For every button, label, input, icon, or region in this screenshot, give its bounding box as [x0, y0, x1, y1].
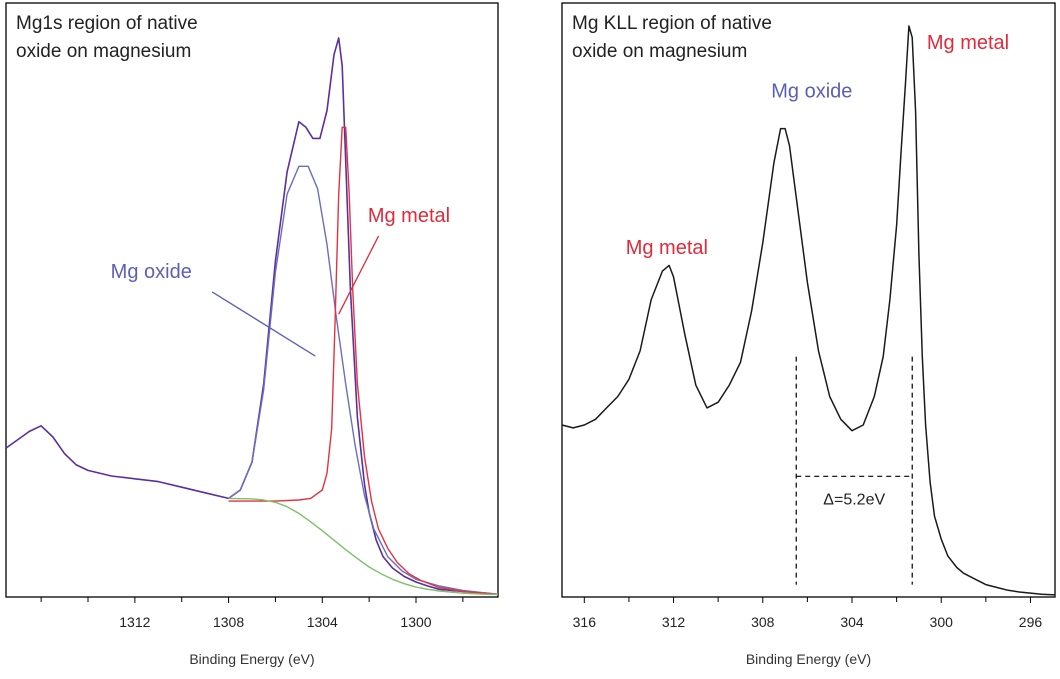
delta-label: Δ=5.2eV: [823, 491, 885, 508]
x-tick-label: 1312: [119, 614, 150, 630]
x-axis-label: Binding Energy (eV): [189, 651, 314, 667]
x-tick-label: 316: [573, 614, 597, 630]
x-tick-label: 300: [930, 614, 954, 630]
chart-panel-1: 1312 1308 1304 1300 Binding Energy (eV) Mg1s …: [5, 2, 499, 667]
x-axis-label: Binding Energy (eV): [746, 651, 871, 667]
x-tick-label: 296: [1019, 614, 1043, 630]
chart-panel-2: 316 312 308 304 300 296 Binding Energy (eV) Mg …: [561, 2, 1056, 667]
x-tick-label: 308: [751, 614, 775, 630]
annotation-label: Mg metal: [626, 237, 708, 259]
x-tick-label: 1300: [400, 614, 431, 630]
annotation-leader-line: [338, 235, 380, 315]
annotation-label: Mg oxide: [771, 80, 852, 102]
plot-frame: [5, 2, 499, 598]
chart-title-line: Mg1s region of native: [16, 13, 198, 34]
annotation-leader-line: [211, 291, 316, 357]
x-tick-label: 1304: [307, 614, 338, 630]
x-tick-label: 312: [662, 614, 686, 630]
x-tick-label: 1308: [213, 614, 244, 630]
chart-title-line: oxide on magnesium: [16, 41, 191, 62]
series-line-spectrum: [561, 25, 1056, 596]
chart-title-line: Mg KLL region of native: [572, 13, 772, 34]
annotation-label: Mg oxide: [111, 261, 192, 283]
series-line-envelope: [5, 37, 499, 596]
chart-title-line: oxide on magnesium: [572, 41, 747, 62]
plot-frame: [561, 2, 1056, 598]
series-line-metal: [228, 126, 499, 595]
x-tick-label: 304: [840, 614, 864, 630]
series-line-oxide: [228, 165, 499, 595]
annotation-label: Mg metal: [927, 32, 1009, 54]
annotation-label: Mg metal: [368, 205, 450, 227]
series-line-background-fit: [228, 497, 498, 595]
